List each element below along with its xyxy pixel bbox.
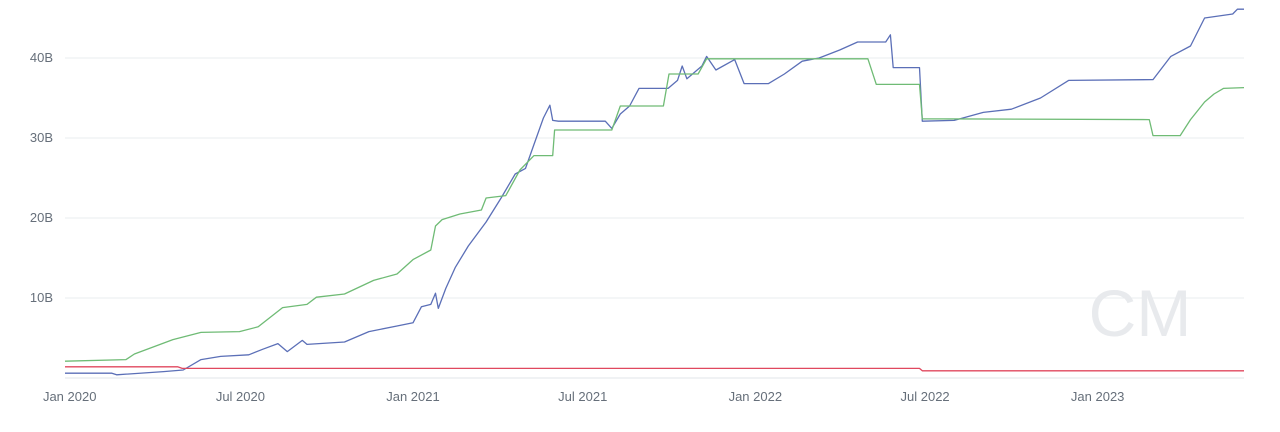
y-tick-label: 20B <box>30 210 53 225</box>
x-tick-label: Jan 2020 <box>43 389 97 404</box>
x-tick-label: Jul 2021 <box>558 389 607 404</box>
x-tick-label: Jan 2022 <box>729 389 783 404</box>
x-axis-tick-labels: Jan 2020 Jul 2020 Jan 2021 Jul 2021 Jan 2022… <box>43 389 1124 404</box>
x-tick-label: Jan 2021 <box>386 389 440 404</box>
series-line-3 <box>65 366 1244 372</box>
watermark-logo: CM <box>1089 276 1192 350</box>
y-tick-label: 40B <box>30 50 53 65</box>
grid-lines <box>65 57 1244 299</box>
series-lines <box>64 8 1245 376</box>
y-tick-label: 10B <box>30 290 53 305</box>
x-tick-label: Jul 2020 <box>216 389 265 404</box>
y-axis-tick-labels: 10B 20B 30B 40B <box>30 50 53 305</box>
series-line-2 <box>64 58 1245 362</box>
y-tick-label: 30B <box>30 130 53 145</box>
series-line-1 <box>65 8 1244 376</box>
watermark-layer: CM <box>1089 276 1192 350</box>
x-tick-label: Jan 2023 <box>1071 389 1125 404</box>
x-tick-label: Jul 2022 <box>901 389 950 404</box>
